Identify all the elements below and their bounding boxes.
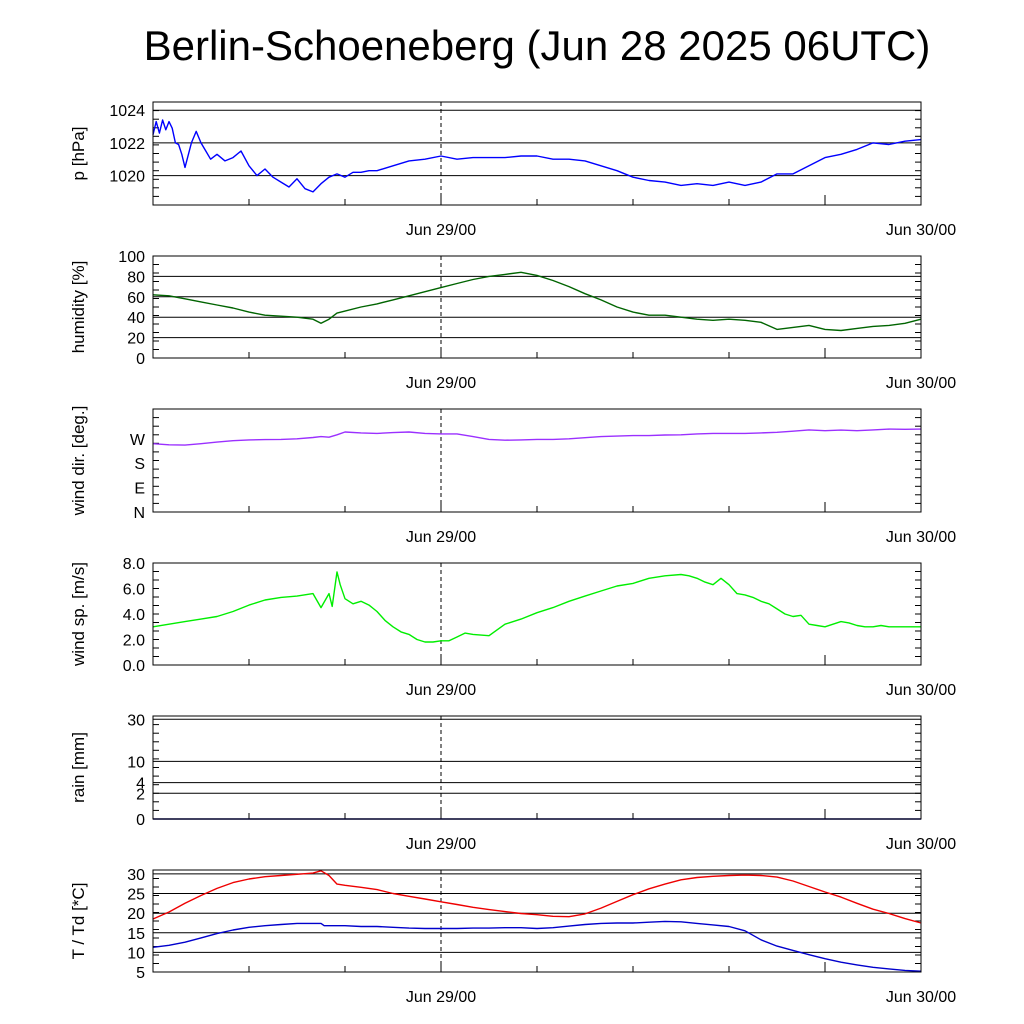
wind-speed-y-tick-label: 8.0 <box>123 556 145 573</box>
temperature-y-tick-label: 20 <box>127 906 145 923</box>
wind-speed-series-line-0 <box>152 571 921 643</box>
humidity-x-tick-label: Jun 30/00 <box>886 375 956 392</box>
rain-y-tick-label: 10 <box>127 754 145 771</box>
pressure-frame <box>152 101 922 206</box>
wind-speed-y-tick-label: 2.0 <box>123 633 145 650</box>
wind-direction-frame <box>152 408 922 513</box>
wind-speed-y-axis-title: wind sp. [m/s] <box>69 562 88 667</box>
wind-speed-frame <box>152 562 922 666</box>
wind-direction-x-tick-label: Jun 30/00 <box>886 529 956 546</box>
pressure-y-tick-label: 1020 <box>109 169 145 186</box>
page-title: Berlin-Schoeneberg (Jun 28 2025 06UTC) <box>143 22 931 69</box>
wind-speed-x-tick-label: Jun 30/00 <box>886 682 956 699</box>
wind-direction-y-tick-label: S <box>134 456 145 473</box>
wind-speed-y-tick-label: 6.0 <box>123 582 145 599</box>
rain-y-tick-label: 30 <box>127 712 145 729</box>
panel-rain: 0 24 10 30 Jun 29/00 Jun 30/00 rain [mm] <box>69 712 956 853</box>
temperature-x-tick-label: Jun 30/00 <box>886 989 956 1006</box>
temperature-y-tick-label: 5 <box>136 965 145 982</box>
temperature-x-tick-label: Jun 29/00 <box>406 989 476 1006</box>
wind-direction-y-tick-label: W <box>130 432 146 449</box>
wind-direction-y-tick-label: N <box>133 505 145 522</box>
humidity-frame <box>152 255 922 359</box>
panel-humidity: 0 20 40 60 80 100 Jun 29/00 Jun 30/00 humidity [… <box>69 249 956 392</box>
humidity-y-axis-title: humidity [%] <box>69 261 88 354</box>
pressure-y-tick-label: 1024 <box>109 103 145 120</box>
panel-wind-speed: 0.0 2.0 4.0 6.0 8.0 Jun 29/00 Jun 30/00 wind sp… <box>69 556 956 699</box>
rain-y-tick-label: 4 <box>136 776 145 793</box>
temperature-y-tick-label: 10 <box>127 945 145 962</box>
pressure-y-axis-title: p [hPa] <box>69 127 88 181</box>
humidity-y-tick-label: 80 <box>127 269 145 286</box>
temperature-frame <box>152 869 922 973</box>
humidity-y-tick-label: 60 <box>127 290 145 307</box>
wind-direction-x-tick-label: Jun 29/00 <box>406 529 476 546</box>
humidity-series-line-0 <box>152 271 922 332</box>
humidity-y-tick-label: 20 <box>127 331 145 348</box>
humidity-y-tick-label: 100 <box>118 249 145 266</box>
pressure-y-tick-label: 1022 <box>109 136 145 153</box>
wind-direction-y-axis-title: wind dir. [deg.] <box>69 406 88 517</box>
wind-direction-series-line-0 <box>152 428 922 446</box>
wind-speed-y-tick-label: 0.0 <box>123 658 145 675</box>
rain-y-tick-label: 0 <box>136 812 145 829</box>
pressure-x-tick-label: Jun 30/00 <box>886 222 956 239</box>
temperature-series-line-0 <box>152 870 922 924</box>
rain-frame <box>152 715 922 820</box>
wind-speed-x-tick-label: Jun 29/00 <box>406 682 476 699</box>
rain-x-tick-label: Jun 30/00 <box>886 836 956 853</box>
rain-y-axis-title: rain [mm] <box>69 732 88 803</box>
temperature-series-line-1 <box>152 920 922 972</box>
panel-pressure: 1020 1022 1024 Jun 29/00 Jun 30/00 p [hPa] <box>69 101 956 239</box>
wind-speed-y-tick-label: 4.0 <box>123 607 145 624</box>
pressure-series-line-0 <box>152 119 922 193</box>
pressure-x-tick-label: Jun 29/00 <box>406 222 476 239</box>
panel-temperature: 5 10 15 20 25 30 Jun 29/00 Jun 30/00 T / Td [*C] <box>69 867 956 1006</box>
humidity-x-tick-label: Jun 29/00 <box>406 375 476 392</box>
temperature-y-tick-label: 30 <box>127 867 145 884</box>
temperature-y-axis-title: T / Td [*C] <box>69 883 88 960</box>
temperature-y-tick-label: 25 <box>127 887 145 904</box>
rain-x-tick-label: Jun 29/00 <box>406 836 476 853</box>
wind-direction-y-tick-label: E <box>134 481 145 498</box>
humidity-y-tick-label: 40 <box>127 310 145 327</box>
temperature-y-tick-label: 15 <box>127 926 145 943</box>
rain-y-tick-label: 2 <box>136 786 145 803</box>
humidity-y-tick-label: 0 <box>136 351 145 368</box>
